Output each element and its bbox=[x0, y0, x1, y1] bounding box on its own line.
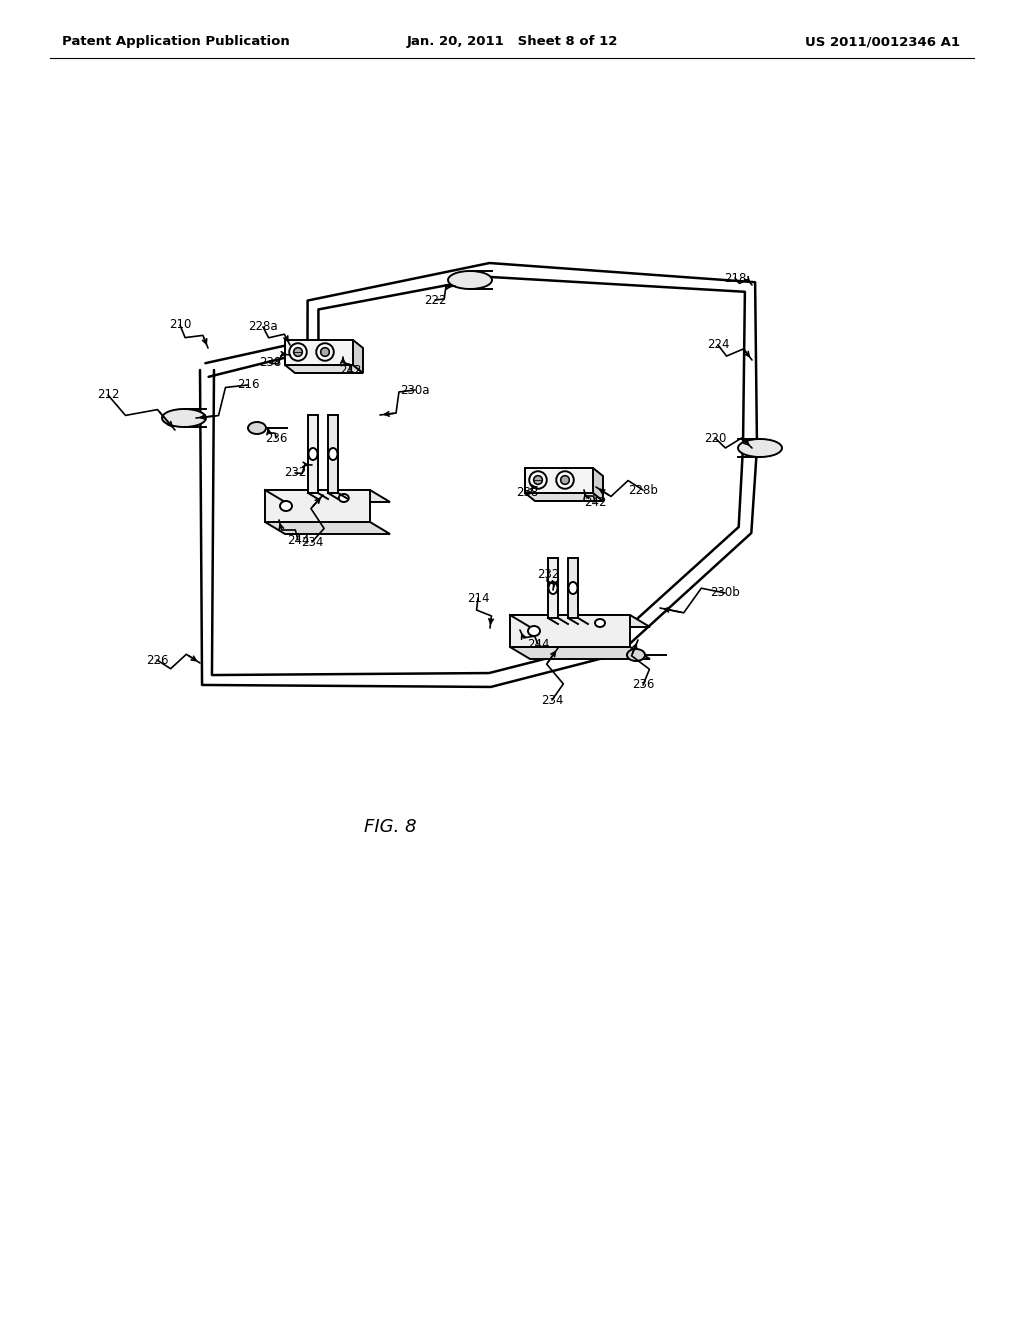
Polygon shape bbox=[265, 521, 390, 535]
Ellipse shape bbox=[449, 271, 492, 289]
Text: 224: 224 bbox=[707, 338, 729, 351]
Text: 226: 226 bbox=[145, 653, 168, 667]
Ellipse shape bbox=[162, 409, 206, 426]
Ellipse shape bbox=[308, 447, 317, 459]
Text: 242: 242 bbox=[339, 363, 361, 376]
Polygon shape bbox=[593, 469, 603, 502]
Text: 238: 238 bbox=[516, 486, 539, 499]
Text: 210: 210 bbox=[169, 318, 191, 331]
Ellipse shape bbox=[627, 649, 645, 661]
Text: US 2011/0012346 A1: US 2011/0012346 A1 bbox=[805, 36, 961, 49]
Text: 216: 216 bbox=[237, 379, 259, 392]
Ellipse shape bbox=[529, 471, 547, 488]
Ellipse shape bbox=[568, 582, 578, 594]
Text: 232: 232 bbox=[537, 569, 559, 582]
Ellipse shape bbox=[560, 475, 569, 484]
Text: 220: 220 bbox=[703, 432, 726, 445]
Polygon shape bbox=[285, 366, 362, 374]
Text: 244: 244 bbox=[526, 638, 549, 651]
Ellipse shape bbox=[595, 619, 605, 627]
Ellipse shape bbox=[339, 494, 349, 502]
Ellipse shape bbox=[329, 447, 338, 459]
Text: FIG. 8: FIG. 8 bbox=[364, 818, 417, 836]
Text: 234: 234 bbox=[541, 693, 563, 706]
Text: 244: 244 bbox=[287, 533, 309, 546]
Polygon shape bbox=[525, 492, 603, 502]
Text: 242: 242 bbox=[584, 495, 606, 508]
Ellipse shape bbox=[289, 343, 307, 360]
Bar bbox=[285, 341, 353, 366]
Text: 218: 218 bbox=[724, 272, 746, 285]
Polygon shape bbox=[265, 490, 390, 502]
Text: 236: 236 bbox=[265, 432, 287, 445]
Text: 228b: 228b bbox=[628, 483, 658, 496]
Ellipse shape bbox=[738, 440, 782, 457]
Bar bbox=[328, 414, 338, 492]
Text: 236: 236 bbox=[632, 678, 654, 692]
Text: 230a: 230a bbox=[400, 384, 430, 396]
Text: 234: 234 bbox=[301, 536, 324, 549]
Text: Jan. 20, 2011   Sheet 8 of 12: Jan. 20, 2011 Sheet 8 of 12 bbox=[407, 36, 617, 49]
Ellipse shape bbox=[556, 471, 573, 488]
Ellipse shape bbox=[534, 475, 543, 484]
Ellipse shape bbox=[316, 343, 334, 360]
Bar bbox=[308, 414, 318, 492]
Bar bbox=[510, 615, 630, 647]
Text: 238: 238 bbox=[259, 356, 282, 370]
Ellipse shape bbox=[549, 582, 557, 594]
Bar bbox=[568, 558, 578, 618]
Polygon shape bbox=[510, 615, 650, 627]
Text: 222: 222 bbox=[424, 293, 446, 306]
Ellipse shape bbox=[248, 422, 266, 434]
Polygon shape bbox=[353, 341, 362, 374]
Bar bbox=[525, 469, 593, 492]
Polygon shape bbox=[510, 647, 650, 659]
Text: 232: 232 bbox=[284, 466, 306, 479]
Ellipse shape bbox=[528, 626, 540, 636]
Text: 230b: 230b bbox=[710, 586, 740, 599]
Text: 228a: 228a bbox=[248, 321, 278, 334]
Text: 212: 212 bbox=[96, 388, 119, 401]
Ellipse shape bbox=[294, 347, 302, 356]
Text: Patent Application Publication: Patent Application Publication bbox=[62, 36, 290, 49]
Text: 214: 214 bbox=[467, 591, 489, 605]
Ellipse shape bbox=[280, 502, 292, 511]
Bar bbox=[548, 558, 558, 618]
Ellipse shape bbox=[321, 347, 330, 356]
Bar bbox=[265, 490, 370, 521]
